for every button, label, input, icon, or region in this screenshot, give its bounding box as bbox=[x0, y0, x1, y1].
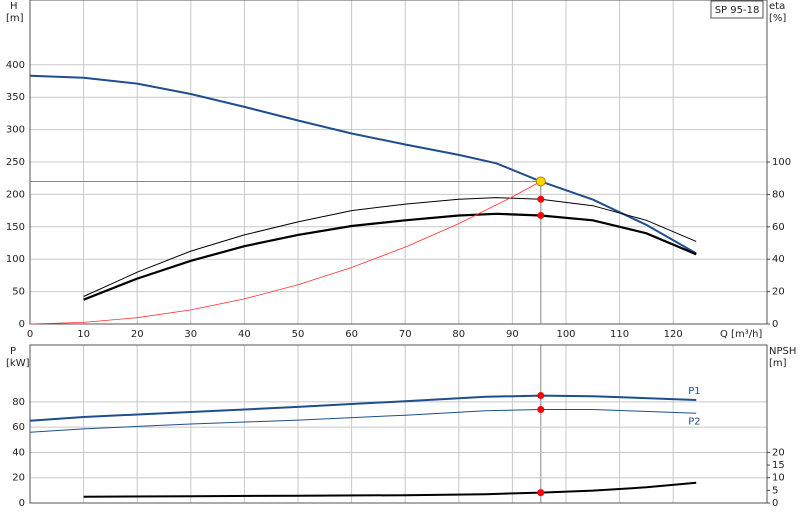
x-tick-label: 10 bbox=[77, 329, 90, 340]
curve bbox=[83, 212, 697, 301]
curve bbox=[83, 481, 697, 498]
curve bbox=[29, 394, 697, 422]
x-tick-label: 20 bbox=[131, 329, 144, 340]
curve bbox=[29, 409, 697, 433]
marker bbox=[537, 405, 545, 413]
y-tick-label: 350 bbox=[6, 92, 25, 103]
curve bbox=[29, 74, 697, 255]
y-tick-label: 250 bbox=[6, 157, 25, 168]
y2-tick-label: 0 bbox=[772, 498, 778, 509]
y2-tick-label: 5 bbox=[772, 485, 778, 496]
x-tick-label: 120 bbox=[664, 329, 683, 340]
curve bbox=[83, 197, 697, 297]
y-tick-label: 80 bbox=[12, 397, 25, 408]
y-tick-label: 400 bbox=[6, 60, 25, 71]
y2-tick-label: 60 bbox=[772, 222, 785, 233]
x-tick-label: 50 bbox=[292, 329, 305, 340]
series-label: P2 bbox=[688, 416, 700, 427]
y-tick-label: 60 bbox=[12, 422, 25, 433]
badge: SP 95-18 bbox=[715, 5, 760, 16]
y2-tick-label: 20 bbox=[772, 287, 785, 298]
x-tick-label: 90 bbox=[506, 329, 519, 340]
x-tick-label: 80 bbox=[452, 329, 465, 340]
marker bbox=[537, 489, 545, 497]
y-tick-label: 50 bbox=[12, 287, 25, 298]
x-tick-label: 0 bbox=[27, 329, 33, 340]
y-tick-label: 40 bbox=[12, 447, 25, 458]
y2-axis-unit: [m] bbox=[769, 358, 787, 369]
y-axis-unit: [m] bbox=[6, 13, 24, 24]
y-axis-label: P bbox=[10, 346, 16, 357]
y-tick-label: 200 bbox=[6, 189, 25, 200]
y2-tick-label: 20 bbox=[772, 447, 785, 458]
marker bbox=[537, 211, 545, 219]
y2-axis-unit: [%] bbox=[769, 13, 786, 24]
curve bbox=[29, 181, 541, 325]
y-tick-label: 100 bbox=[6, 254, 25, 265]
x-tick-label: 110 bbox=[610, 329, 629, 340]
operating-point bbox=[535, 176, 546, 187]
x-tick-label: 60 bbox=[345, 329, 358, 340]
x-tick-label: 70 bbox=[399, 329, 412, 340]
badge-box bbox=[710, 0, 764, 19]
y-tick-label: 0 bbox=[19, 498, 25, 509]
y-tick-label: 20 bbox=[12, 473, 25, 484]
y2-tick-label: 15 bbox=[772, 460, 785, 471]
plot-frame bbox=[29, 344, 768, 504]
x-axis-label: Q [m³/h] bbox=[720, 329, 762, 340]
x-tick-label: 30 bbox=[184, 329, 197, 340]
y2-tick-label: 10 bbox=[772, 473, 785, 484]
y2-axis-label: NPSH bbox=[769, 346, 796, 357]
y-axis-unit: [kW] bbox=[6, 358, 30, 369]
y-tick-label: 150 bbox=[6, 222, 25, 233]
y-tick-label: 0 bbox=[19, 319, 25, 330]
y2-tick-label: 40 bbox=[772, 254, 785, 265]
plot-frame bbox=[29, 0, 768, 325]
y2-tick-label: 0 bbox=[772, 319, 778, 330]
y2-tick-label: 100 bbox=[772, 157, 791, 168]
x-tick-label: 40 bbox=[238, 329, 251, 340]
series-label: P1 bbox=[688, 386, 700, 397]
marker bbox=[537, 392, 545, 400]
y-tick-label: 300 bbox=[6, 125, 25, 136]
marker bbox=[537, 195, 545, 203]
y2-axis-label: eta bbox=[769, 1, 785, 12]
y2-tick-label: 80 bbox=[772, 189, 785, 200]
x-tick-label: 100 bbox=[556, 329, 575, 340]
y-axis-label: H bbox=[10, 1, 18, 12]
